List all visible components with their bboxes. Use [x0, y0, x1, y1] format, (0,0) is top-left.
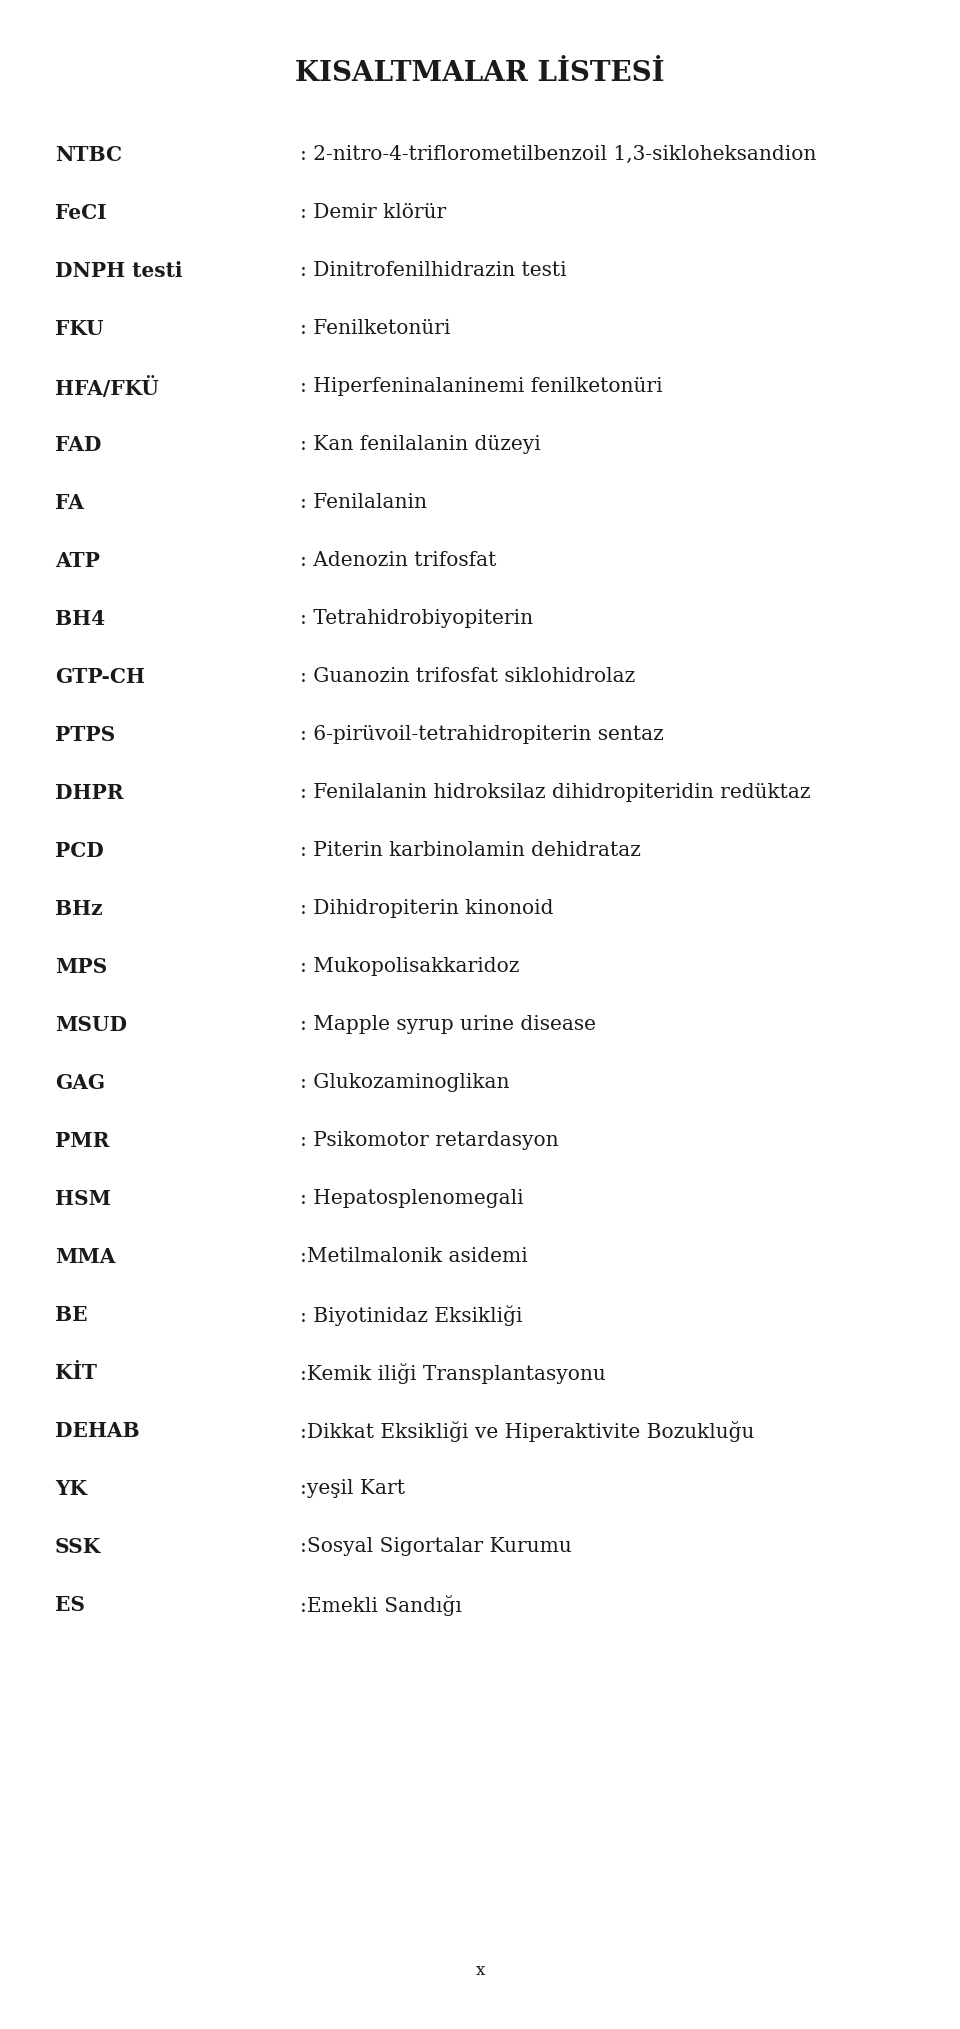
Text: : Mapple syrup urine disease: : Mapple syrup urine disease: [300, 1014, 596, 1035]
Text: : Adenozin trifosfat: : Adenozin trifosfat: [300, 552, 496, 570]
Text: PCD: PCD: [55, 840, 104, 860]
Text: : Biyotinidaz Eksikliği: : Biyotinidaz Eksikliği: [300, 1305, 522, 1327]
Text: : Fenilketonüri: : Fenilketonüri: [300, 319, 450, 339]
Text: : Hiperfeninalaninemi fenilketonüri: : Hiperfeninalaninemi fenilketonüri: [300, 377, 662, 396]
Text: DNPH testi: DNPH testi: [55, 262, 182, 280]
Text: BHz: BHz: [55, 899, 103, 919]
Text: PTPS: PTPS: [55, 724, 115, 745]
Text: : 2-nitro-4-triflorometilbenzoil 1,3-sikloheksandion: : 2-nitro-4-triflorometilbenzoil 1,3-sik…: [300, 144, 816, 164]
Text: HFA/FKÜ: HFA/FKÜ: [55, 377, 158, 400]
Text: :Sosyal Sigortalar Kurumu: :Sosyal Sigortalar Kurumu: [300, 1538, 572, 1556]
Text: : Dihidropiterin kinonoid: : Dihidropiterin kinonoid: [300, 899, 554, 917]
Text: : Demir klörür: : Demir klörür: [300, 203, 446, 221]
Text: : Guanozin trifosfat siklohidrolaz: : Guanozin trifosfat siklohidrolaz: [300, 668, 636, 686]
Text: :yeşil Kart: :yeşil Kart: [300, 1479, 405, 1497]
Text: : Kan fenilalanin düzeyi: : Kan fenilalanin düzeyi: [300, 434, 540, 454]
Text: DHPR: DHPR: [55, 783, 124, 803]
Text: NTBC: NTBC: [55, 144, 122, 164]
Text: GAG: GAG: [55, 1073, 106, 1094]
Text: : Glukozaminoglikan: : Glukozaminoglikan: [300, 1073, 510, 1092]
Text: BH4: BH4: [55, 609, 106, 629]
Text: :Metilmalonik asidemi: :Metilmalonik asidemi: [300, 1248, 528, 1266]
Text: FeCI: FeCI: [55, 203, 107, 223]
Text: HSM: HSM: [55, 1189, 111, 1209]
Text: PMR: PMR: [55, 1130, 109, 1150]
Text: KISALTMALAR LİSTESİ: KISALTMALAR LİSTESİ: [296, 61, 664, 87]
Text: MSUD: MSUD: [55, 1014, 127, 1035]
Text: GTP-CH: GTP-CH: [55, 668, 145, 688]
Text: x: x: [475, 1962, 485, 1978]
Text: : Piterin karbinolamin dehidrataz: : Piterin karbinolamin dehidrataz: [300, 840, 641, 860]
Text: BE: BE: [55, 1305, 87, 1325]
Text: : Tetrahidrobiyopiterin: : Tetrahidrobiyopiterin: [300, 609, 533, 629]
Text: ES: ES: [55, 1595, 85, 1615]
Text: : Fenilalanin: : Fenilalanin: [300, 493, 427, 511]
Text: : Dinitrofenilhidrazin testi: : Dinitrofenilhidrazin testi: [300, 262, 566, 280]
Text: :Dikkat Eksikliği ve Hiperaktivite Bozukluğu: :Dikkat Eksikliği ve Hiperaktivite Bozuk…: [300, 1420, 755, 1443]
Text: MPS: MPS: [55, 958, 108, 978]
Text: : Fenilalanin hidroksilaz dihidropiteridin redüktaz: : Fenilalanin hidroksilaz dihidropiterid…: [300, 783, 810, 801]
Text: FKU: FKU: [55, 319, 104, 339]
Text: FA: FA: [55, 493, 84, 513]
Text: : Mukopolisakkaridoz: : Mukopolisakkaridoz: [300, 958, 519, 976]
Text: ATP: ATP: [55, 552, 100, 570]
Text: : Hepatosplenomegali: : Hepatosplenomegali: [300, 1189, 523, 1207]
Text: SSK: SSK: [55, 1538, 101, 1556]
Text: :Kemik iliği Transplantasyonu: :Kemik iliği Transplantasyonu: [300, 1363, 606, 1384]
Text: : Psikomotor retardasyon: : Psikomotor retardasyon: [300, 1130, 559, 1150]
Text: KİT: KİT: [55, 1363, 97, 1384]
Text: YK: YK: [55, 1479, 87, 1499]
Text: MMA: MMA: [55, 1248, 115, 1266]
Text: : 6-pirüvoil-tetrahidropiterin sentaz: : 6-pirüvoil-tetrahidropiterin sentaz: [300, 724, 663, 745]
Text: :Emekli Sandığı: :Emekli Sandığı: [300, 1595, 462, 1615]
Text: FAD: FAD: [55, 434, 102, 454]
Text: DEHAB: DEHAB: [55, 1420, 139, 1441]
